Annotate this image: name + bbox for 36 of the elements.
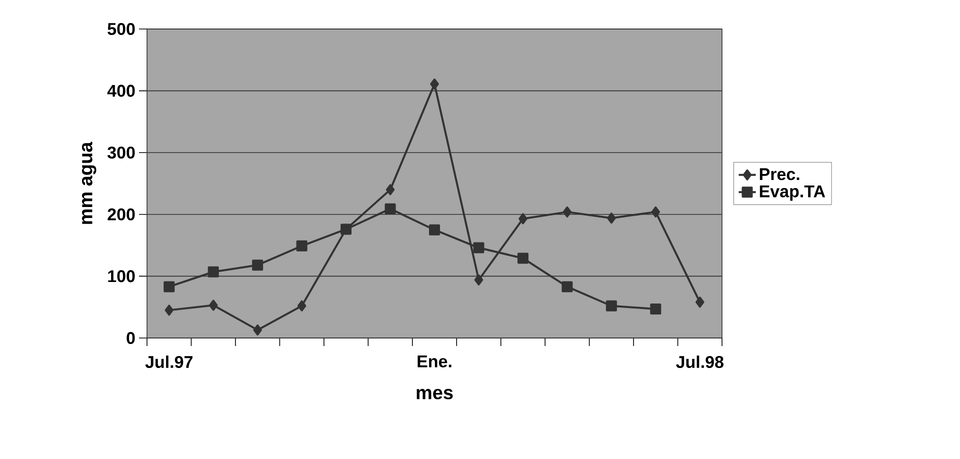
point bbox=[473, 242, 484, 254]
legend-label: Prec. bbox=[760, 168, 800, 180]
y-axis-title: mm agua bbox=[82, 142, 96, 224]
point bbox=[562, 281, 573, 292]
point bbox=[517, 252, 528, 264]
point bbox=[429, 224, 440, 236]
point bbox=[297, 300, 306, 312]
point bbox=[164, 281, 175, 292]
y-tick-label: 300 bbox=[108, 146, 135, 159]
x-tick-label: Jul.98 bbox=[676, 356, 724, 368]
y-tick-label: 200 bbox=[108, 208, 135, 220]
point bbox=[696, 296, 704, 308]
point bbox=[518, 213, 528, 224]
y-tick-label: 400 bbox=[107, 84, 135, 97]
x-axis-title: mes bbox=[416, 388, 453, 400]
point bbox=[296, 240, 308, 252]
point bbox=[430, 78, 439, 90]
point bbox=[384, 203, 396, 214]
y-tick-label: 100 bbox=[108, 270, 135, 282]
x-tick-label: Jul.97 bbox=[145, 356, 192, 368]
point bbox=[253, 324, 262, 336]
point bbox=[386, 184, 395, 196]
point bbox=[562, 206, 572, 218]
point bbox=[651, 206, 660, 218]
point bbox=[208, 300, 218, 311]
y-tick-label: 500 bbox=[108, 22, 135, 36]
point bbox=[208, 266, 219, 278]
legend-label: Evap.TA bbox=[760, 186, 826, 201]
point bbox=[607, 212, 616, 224]
point bbox=[252, 260, 264, 271]
point bbox=[474, 274, 484, 286]
x-tick-label: Ene. bbox=[418, 356, 452, 368]
point bbox=[650, 303, 662, 314]
point bbox=[606, 300, 617, 312]
y-tick-label: 0 bbox=[126, 332, 135, 344]
point bbox=[164, 304, 174, 316]
